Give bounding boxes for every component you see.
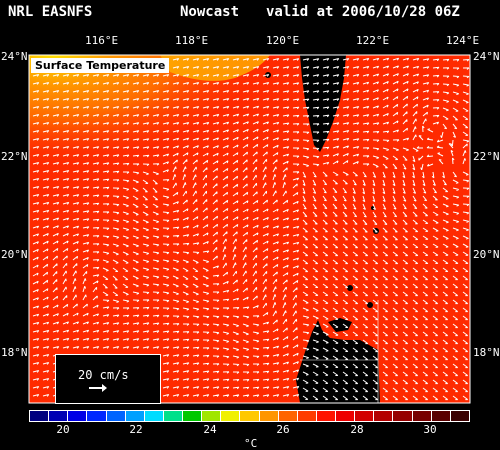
lon-tick: 120°E <box>266 34 300 47</box>
lon-tick: 124°E <box>446 34 480 47</box>
lon-tick: 118°E <box>175 34 209 47</box>
colorbar-segment <box>87 411 107 421</box>
colorbar-segment <box>125 411 145 421</box>
lat-tick-right: 24°N <box>473 50 500 63</box>
colorbar-segment <box>183 411 203 421</box>
graticule <box>28 54 471 404</box>
reference-arrow-icon <box>89 384 107 392</box>
lat-tick-right: 22°N <box>473 150 500 163</box>
header-valid-time: valid at 2006/10/28 06Z <box>266 4 460 20</box>
colorbar-label: 26 <box>276 423 290 436</box>
colorbar-segment <box>374 411 394 421</box>
colorbar-segment <box>316 411 336 421</box>
warm-region-northwest <box>29 55 270 180</box>
colorbar-segment <box>240 411 260 421</box>
colorbar-segment <box>49 411 69 421</box>
island <box>367 302 373 308</box>
colorbar-label: 24 <box>203 423 217 436</box>
colorbar-segment <box>163 411 183 421</box>
colorbar-label: 30 <box>423 423 437 436</box>
reference-vector-box: 20 cm/s <box>55 354 161 404</box>
lat-tick-right: 18°N <box>473 346 500 359</box>
lon-tick: 122°E <box>356 34 390 47</box>
header-org: NRL EASNFS <box>8 4 93 20</box>
colorbar-segment <box>355 411 375 421</box>
lat-tick-left: 18°N <box>1 346 28 359</box>
colorbar-segment <box>431 411 451 421</box>
lat-tick-left: 22°N <box>1 150 28 163</box>
island <box>347 285 353 291</box>
colorbar-segment <box>68 411 88 421</box>
colorbar-segment <box>450 411 469 421</box>
colorbar-label: 28 <box>350 423 364 436</box>
colorbar-segment <box>259 411 279 421</box>
lat-tick-right: 20°N <box>473 248 500 261</box>
lat-tick-left: 24°N <box>1 50 28 63</box>
header-mode: Nowcast <box>180 4 240 20</box>
luzon-cape <box>328 318 352 332</box>
colorbar-label: 20 <box>56 423 70 436</box>
colorbar-segment <box>297 411 317 421</box>
colorbar-segment <box>144 411 164 421</box>
reference-vector-label: 20 cm/s <box>78 368 129 382</box>
lon-tick: 116°E <box>85 34 119 47</box>
colorbar-segment <box>221 411 241 421</box>
colorbar-segment <box>336 411 356 421</box>
colorbar-segment <box>106 411 126 421</box>
colorbar-segment <box>412 411 432 421</box>
colorbar <box>29 410 470 422</box>
lat-tick-left: 20°N <box>1 248 28 261</box>
colorbar-segment <box>202 411 222 421</box>
colorbar-unit: °C <box>244 437 258 450</box>
colorbar-segment <box>278 411 298 421</box>
panel-title: Surface Temperature <box>31 58 170 73</box>
colorbar-segment <box>393 411 413 421</box>
colorbar-label: 22 <box>129 423 143 436</box>
taiwan-landmass <box>300 55 346 152</box>
colorbar-segment <box>30 411 50 421</box>
